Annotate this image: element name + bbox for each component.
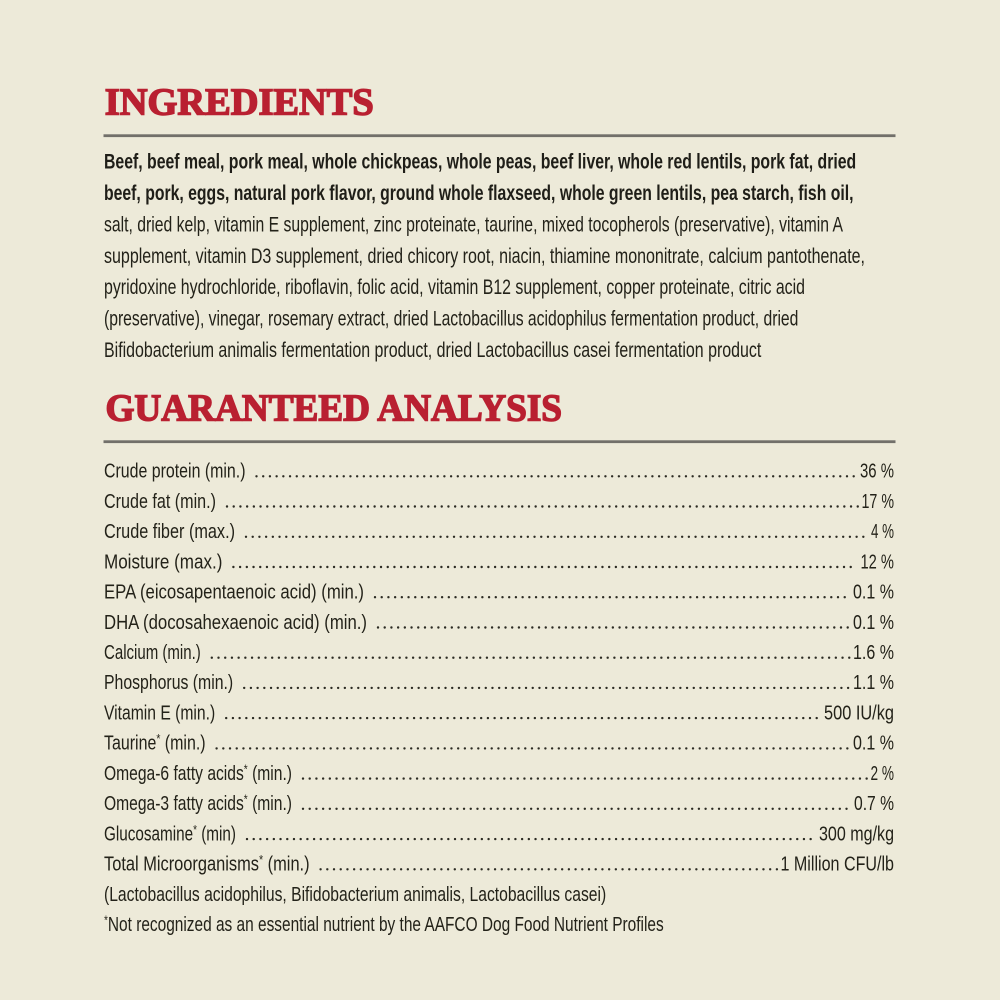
svg-text:Omega-3 fatty acids*​ (min.): Omega-3 fatty acids*​ (min.) [104, 792, 292, 816]
svg-text:Moisture (max.): Moisture (max.) [104, 551, 222, 573]
svg-text:12 %: 12 % [861, 551, 895, 573]
svg-text:Crude protein (min.): Crude protein (min.) [104, 461, 246, 483]
svg-text:EPA (eicosapentaenoic acid) (m: EPA (eicosapentaenoic acid) (min.) [104, 582, 364, 604]
svg-text:salt, dried kelp, vitamin E su: salt, dried kelp, vitamin E supplement, … [104, 213, 843, 236]
svg-text:*​Not recognized as an essenti: *​Not recognized as an essential nutrien… [104, 913, 664, 937]
svg-text:0.1 %: 0.1 % [853, 582, 894, 604]
svg-text:Crude fiber (max.): Crude fiber (max.) [104, 521, 235, 543]
svg-text:Beef, beef meal, pork meal, wh: Beef, beef meal, pork meal, whole chickp… [104, 151, 856, 174]
svg-text:4 %: 4 % [871, 521, 894, 543]
svg-text:GUARANTEED ANALYSIS: GUARANTEED ANALYSIS [106, 388, 563, 430]
svg-text:500 IU/kg: 500 IU/kg [824, 702, 894, 724]
svg-text:Omega-6 fatty acids*​ (min.): Omega-6 fatty acids*​ (min.) [104, 761, 292, 785]
svg-text:Glucosamine*​ (min): Glucosamine*​ (min) [104, 822, 236, 846]
svg-text:300 mg/kg: 300 mg/kg [819, 823, 894, 845]
svg-text:beef, pork, eggs, natural pork: beef, pork, eggs, natural pork flavor, g… [104, 182, 854, 205]
svg-text:1.1 %: 1.1 % [853, 672, 894, 694]
svg-text:0.1 %: 0.1 % [853, 733, 894, 755]
svg-text:1 Million CFU/lb: 1 Million CFU/lb [781, 854, 895, 876]
svg-text:Bifidobacterium animalis ferme: Bifidobacterium animalis fermentation pr… [104, 339, 761, 362]
svg-text:Taurine*​ (min.): Taurine*​ (min.) [104, 731, 206, 755]
svg-text:2 %: 2 % [871, 763, 895, 785]
svg-text:17 %: 17 % [862, 491, 895, 513]
svg-text:INGREDIENTS: INGREDIENTS [105, 82, 374, 124]
svg-text:Calcium (min.): Calcium (min.) [104, 642, 201, 664]
svg-text:0.1 %: 0.1 % [853, 612, 894, 634]
svg-text:Total Microorganisms*​ (min.): Total Microorganisms*​ (min.) [104, 852, 310, 876]
svg-text:0.7 %: 0.7 % [854, 793, 894, 815]
svg-text:supplement, vitamin D3 supplem: supplement, vitamin D3 supplement, dried… [104, 245, 865, 268]
svg-text:pyridoxine hydrochloride, ribo: pyridoxine hydrochloride, riboflavin, fo… [104, 276, 805, 299]
svg-text:36 %: 36 % [860, 461, 894, 483]
svg-text:Crude fat (min.): Crude fat (min.) [104, 491, 216, 513]
svg-text:1.6 %: 1.6 % [853, 642, 894, 664]
svg-text:Vitamin E (min.): Vitamin E (min.) [104, 702, 215, 724]
svg-text:Phosphorus (min.): Phosphorus (min.) [104, 672, 233, 694]
svg-text:(Lactobacillus acidophilus, Bi: (Lactobacillus acidophilus, Bifidobacter… [104, 884, 606, 906]
svg-text:DHA (docosahexaenoic acid) (mi: DHA (docosahexaenoic acid) (min.) [104, 612, 367, 634]
svg-text:(preservative), vinegar, rosem: (preservative), vinegar, rosemary extrac… [104, 308, 798, 331]
